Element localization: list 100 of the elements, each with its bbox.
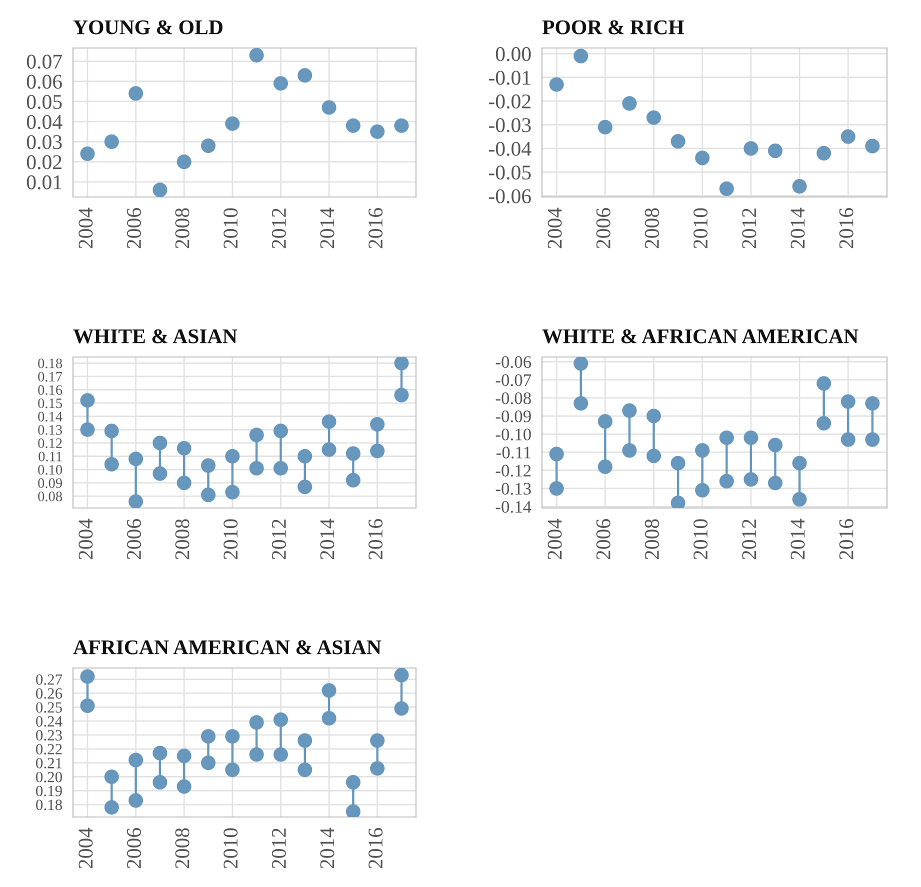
x-tick-label: 2006 <box>126 208 142 248</box>
point <box>249 460 264 476</box>
point <box>840 394 856 409</box>
point <box>744 430 758 446</box>
x-tick-label: 2016 <box>839 519 854 560</box>
y-tick-label: -0.07 <box>496 374 532 386</box>
x-tick-label: 2014 <box>790 208 805 248</box>
y-tick-label: 0.10 <box>38 465 62 475</box>
y-tick-label: 0.27 <box>36 674 62 685</box>
point <box>104 769 119 784</box>
x-tick-label: 2010 <box>224 519 238 560</box>
point <box>695 443 710 458</box>
point <box>322 414 336 429</box>
point <box>549 481 564 496</box>
x-tick-label: 2010 <box>224 208 238 248</box>
x-tick-label: 2010 <box>224 828 238 868</box>
y-tick-label: -0.02 <box>488 94 530 109</box>
point <box>200 488 216 502</box>
point <box>549 77 564 92</box>
y-tick-label: 0.26 <box>36 688 62 699</box>
point <box>574 48 588 64</box>
point <box>298 733 312 748</box>
y-tick-label: 0.18 <box>38 358 62 368</box>
point <box>646 408 662 424</box>
point <box>104 424 119 438</box>
y-tick-label: -0.13 <box>496 482 531 495</box>
point <box>792 492 807 507</box>
point <box>80 393 95 408</box>
point <box>768 476 783 490</box>
x-tick-label: 2014 <box>320 208 334 248</box>
point <box>598 459 612 474</box>
x-tick-label: 2006 <box>596 208 610 248</box>
y-tick-label: 0.20 <box>36 772 62 782</box>
point <box>370 761 385 776</box>
point <box>104 134 119 149</box>
point <box>622 443 637 458</box>
point <box>200 458 216 473</box>
x-tick-label: 2008 <box>175 208 190 248</box>
point <box>176 476 192 490</box>
y-tick-label: -0.11 <box>496 446 531 459</box>
point <box>394 118 409 133</box>
point <box>104 800 119 815</box>
point <box>394 668 409 682</box>
point <box>865 432 880 447</box>
point <box>598 120 612 134</box>
x-tick-label: 2004 <box>78 518 93 560</box>
y-tick-label: 0.06 <box>26 74 62 89</box>
point <box>128 752 144 768</box>
y-tick-label: -0.04 <box>488 142 532 156</box>
point <box>792 179 807 194</box>
point <box>768 438 783 452</box>
chart-title: AFRICAN AMERICAN & ASIAN <box>73 640 382 654</box>
point <box>200 756 216 770</box>
point <box>152 436 168 450</box>
point <box>200 138 216 154</box>
point <box>370 124 385 139</box>
x-tick-label: 2012 <box>272 208 286 248</box>
point <box>840 432 856 447</box>
point <box>695 150 710 166</box>
y-tick-label: 0.21 <box>36 758 62 768</box>
point <box>322 710 336 726</box>
chart-title: WHITE & AFRICAN AMERICAN <box>542 329 858 344</box>
point <box>646 110 662 125</box>
x-tick-label: 2012 <box>742 520 756 560</box>
point <box>298 762 312 778</box>
point <box>865 396 880 411</box>
point <box>80 422 95 437</box>
chart-title: POOR & RICH <box>542 20 684 34</box>
point <box>249 747 264 762</box>
x-tick-label: 2008 <box>644 208 659 248</box>
point <box>346 804 360 817</box>
point <box>370 417 385 432</box>
y-tick-label: 0.17 <box>38 372 62 382</box>
x-tick-label: 2014 <box>320 518 334 560</box>
y-tick-label: 0.22 <box>36 744 62 755</box>
point <box>394 388 409 402</box>
x-tick-label: 2006 <box>126 519 142 560</box>
point <box>225 762 240 778</box>
y-tick-label: 0.08 <box>38 492 62 502</box>
y-tick-label: -0.09 <box>496 410 531 422</box>
x-tick-label: 2016 <box>368 519 383 560</box>
point <box>598 414 612 429</box>
y-tick-label: -0.14 <box>496 500 532 513</box>
point <box>840 129 856 144</box>
point <box>273 712 288 727</box>
y-tick-label: 0.03 <box>26 135 62 150</box>
point <box>346 472 360 488</box>
chart-title: WHITE & ASIAN <box>73 329 238 344</box>
point <box>176 154 192 170</box>
point <box>128 793 144 808</box>
point <box>646 448 662 464</box>
point <box>80 146 95 162</box>
y-tick-label: 0.05 <box>26 94 62 110</box>
point <box>370 733 385 748</box>
y-tick-label: -0.03 <box>488 118 531 132</box>
y-tick-label: 0.15 <box>38 398 62 408</box>
point <box>670 456 686 470</box>
point <box>322 100 336 115</box>
point <box>273 747 288 762</box>
point <box>346 446 360 461</box>
